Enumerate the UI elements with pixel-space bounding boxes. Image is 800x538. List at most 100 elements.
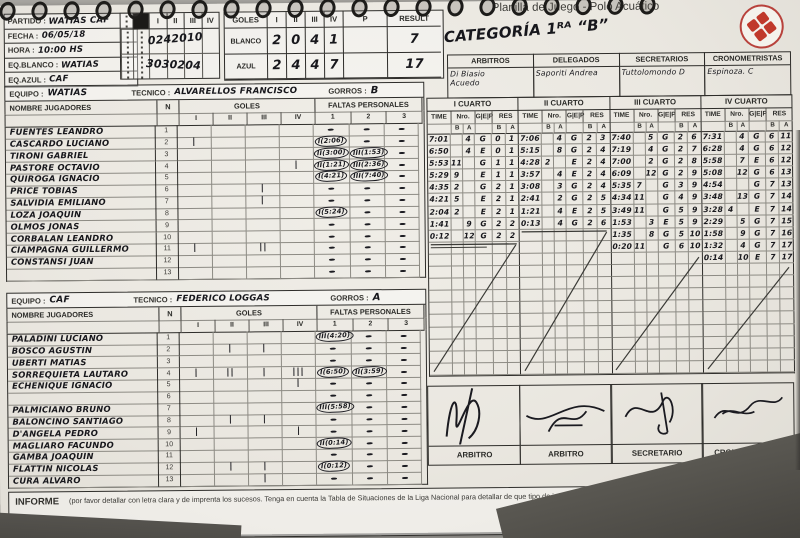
quarter-log-table: I CUARTO TIME Nro. G|E|P RES B A B A xyxy=(426,94,796,377)
q4-time xyxy=(703,348,727,361)
q2-res-a xyxy=(598,337,613,350)
q2-time xyxy=(520,326,544,339)
q1-nro-a xyxy=(464,338,477,352)
q3-res-b xyxy=(675,300,690,313)
q1-nro-b xyxy=(452,351,465,364)
q2-gep xyxy=(567,241,585,254)
q1-res-b xyxy=(493,302,507,315)
q2-nro-a xyxy=(555,337,569,351)
match-info-label: EQ.BLANCO : xyxy=(7,60,59,70)
q1-res-a xyxy=(506,265,521,279)
tecnico-value: FEDERICO LOGGAS xyxy=(176,293,270,305)
q3-nro-a xyxy=(646,300,659,314)
q4-res-a: 15 xyxy=(779,214,794,228)
q3-time: 4:34 xyxy=(610,192,634,205)
q3-nro-a: 8 xyxy=(646,228,659,241)
q4-nro-a: 4 xyxy=(736,142,749,155)
q2-time: 5:15 xyxy=(519,144,543,158)
q2-res-a xyxy=(598,313,613,326)
q3-nro-b xyxy=(635,325,648,338)
goals-q1: 2 xyxy=(266,28,286,54)
q4-gep xyxy=(750,299,768,313)
q3-nro-a xyxy=(647,361,660,374)
q1-nro-a xyxy=(463,193,476,206)
q1-nro-b xyxy=(451,230,464,243)
q1-gep: G xyxy=(475,229,493,243)
q2-res-b: 2 xyxy=(583,192,598,205)
q1-nro-a xyxy=(463,242,476,255)
q2-res-b xyxy=(584,265,598,278)
player-number: 9 xyxy=(156,219,179,233)
signature-box-cronometrista: CRONOMETRISTA xyxy=(701,382,795,464)
q4-nro-a xyxy=(738,336,751,349)
q3-nro-b xyxy=(634,264,647,277)
goal-tally-q1 xyxy=(178,266,214,280)
officials-role-header: SECRETARIOS xyxy=(619,53,705,67)
goals-summary-team-label: AZUL xyxy=(224,53,268,80)
q2-res-b: 2 xyxy=(583,156,597,169)
spiral-ring-icon xyxy=(29,0,50,23)
goals-summary-row: AZUL 2 4 4 7 17 xyxy=(224,52,443,80)
q1-time xyxy=(429,351,453,364)
q2-time: 3:57 xyxy=(519,168,543,182)
q4-nro-b xyxy=(725,239,738,252)
q1-gep: E xyxy=(475,193,493,206)
officials-column: ARBITROS Di Biasio Acuedo xyxy=(446,53,535,99)
q1-res-a xyxy=(507,350,522,363)
goals-result: 7 xyxy=(386,26,441,53)
q1-gep: G xyxy=(475,181,493,194)
q4-nro-a xyxy=(738,348,751,361)
q3-nro-b: 11 xyxy=(633,192,646,205)
q2-gep xyxy=(567,337,586,351)
q3-time xyxy=(611,252,635,266)
q4-nro-b xyxy=(726,324,739,337)
q2-nro-a: 4 xyxy=(554,168,567,181)
q4-res-a: 13 xyxy=(779,178,794,191)
match-info-value: CAF xyxy=(48,74,69,85)
q2-nro-a xyxy=(555,289,568,302)
q1-gep: G xyxy=(474,133,492,146)
q4-res-b: 7 xyxy=(766,215,780,228)
q2-gep: E xyxy=(566,204,584,218)
q3-res-b xyxy=(675,276,690,289)
q3-gep xyxy=(658,264,676,277)
goals-summary-table: GOLES I II III IV P RESULT BLANCO 2 0 4 1 7 A… xyxy=(223,9,445,81)
spiral-ring-icon xyxy=(317,0,338,20)
q1-gep xyxy=(476,362,495,376)
q2-gep xyxy=(567,253,585,266)
q1-res-b xyxy=(492,241,507,255)
q3-nro-a xyxy=(646,276,659,289)
q2-res-a xyxy=(598,325,613,338)
q4-res-b: 7 xyxy=(766,251,781,264)
spiral-ring-icon xyxy=(221,0,242,21)
q2-res-b xyxy=(584,337,599,350)
spiral-ring-icon xyxy=(349,0,370,19)
q3-nro-b: 11 xyxy=(633,204,647,217)
q2-nro-a xyxy=(555,253,568,266)
q2-time xyxy=(520,277,544,291)
quarter-name: IV CUARTO xyxy=(701,94,792,110)
q3-time: 7:19 xyxy=(610,143,634,157)
q2-gep: E xyxy=(566,156,584,169)
q4-gep xyxy=(750,336,768,349)
player-number: 7 xyxy=(156,196,179,209)
q2-res-a: 4 xyxy=(596,180,611,193)
q1-nro-a xyxy=(464,278,477,291)
signature-scribble-icon xyxy=(446,388,481,451)
team-blue-table: EQUIPO : CAF TECNICO : FEDERICO LOGGAS G… xyxy=(6,288,429,489)
gorros-label: GORROS : xyxy=(328,85,367,96)
quarter-name: III CUARTO xyxy=(609,95,701,110)
q2-nro-b xyxy=(544,350,557,363)
officials-role-header: ARBITROS xyxy=(447,54,533,69)
q4-res-a xyxy=(780,299,795,312)
q4-nro-a xyxy=(737,275,750,288)
player-number: 3 xyxy=(155,148,178,162)
q1-time: 4:35 xyxy=(428,181,452,195)
q3-time xyxy=(611,301,635,314)
q3-time: 5:35 xyxy=(610,180,634,193)
personal-foul-2 xyxy=(352,472,389,486)
q3-nro-a xyxy=(647,349,660,362)
q4-nro-b xyxy=(724,130,737,143)
officials-column: CRONOMETRISTAS Espinoza. C xyxy=(704,51,792,97)
q4-nro-b xyxy=(726,312,739,325)
